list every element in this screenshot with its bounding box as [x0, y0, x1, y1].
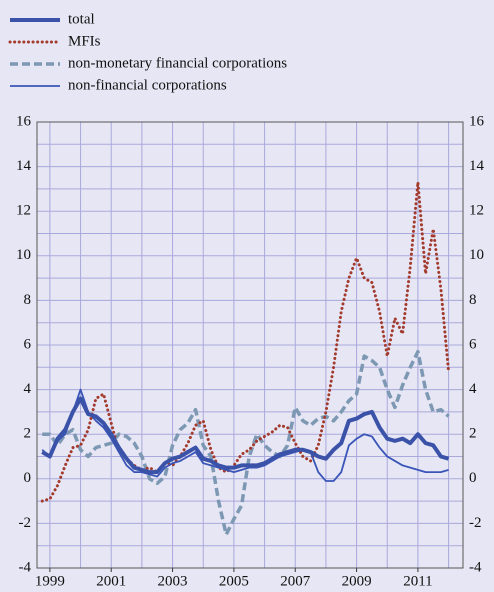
- plot-frame: [36, 121, 464, 569]
- x-tick-label: 2001: [96, 573, 126, 589]
- y-tick-label: 12: [16, 203, 31, 219]
- y2-tick-label: -2: [469, 515, 482, 531]
- x-tick-label: 1999: [35, 573, 65, 589]
- legend-label: MFIs: [68, 33, 101, 49]
- y-tick-label: 2: [24, 426, 32, 442]
- y2-tick-label: 6: [469, 336, 477, 352]
- series-line: [40, 180, 451, 503]
- y2-tick-label: 8: [469, 292, 477, 308]
- y-tick-label: -4: [19, 559, 32, 575]
- y-tick-label: 0: [24, 470, 32, 486]
- y2-tick-label: 16: [469, 113, 485, 129]
- y-tick-label: 10: [16, 247, 31, 263]
- y-tick-label: 14: [16, 158, 32, 174]
- y-tick-label: 16: [16, 113, 32, 129]
- y2-tick-label: 12: [469, 203, 484, 219]
- y-tick-label: 6: [24, 336, 32, 352]
- legend-label: non-financial corporations: [68, 77, 227, 93]
- x-tick-label: 2005: [219, 573, 249, 589]
- y2-tick-label: 2: [469, 426, 477, 442]
- x-tick-label: 2009: [342, 573, 372, 589]
- legend-label: total: [68, 11, 95, 27]
- y-tick-label: -2: [19, 515, 32, 531]
- series-line: [41, 396, 450, 475]
- series-line: [42, 349, 450, 537]
- y2-tick-label: 4: [469, 381, 477, 397]
- y2-tick-label: 10: [469, 247, 484, 263]
- series-line: [41, 388, 449, 482]
- legend-label: non-monetary financial corporations: [68, 55, 287, 71]
- y2-tick-label: -4: [469, 559, 482, 575]
- x-tick-label: 2011: [403, 573, 432, 589]
- y2-tick-label: 0: [469, 470, 477, 486]
- y-tick-label: 8: [24, 292, 32, 308]
- x-tick-label: 2003: [158, 573, 188, 589]
- x-tick-label: 2007: [280, 573, 311, 589]
- y2-tick-label: 14: [469, 158, 485, 174]
- y-tick-label: 4: [24, 381, 32, 397]
